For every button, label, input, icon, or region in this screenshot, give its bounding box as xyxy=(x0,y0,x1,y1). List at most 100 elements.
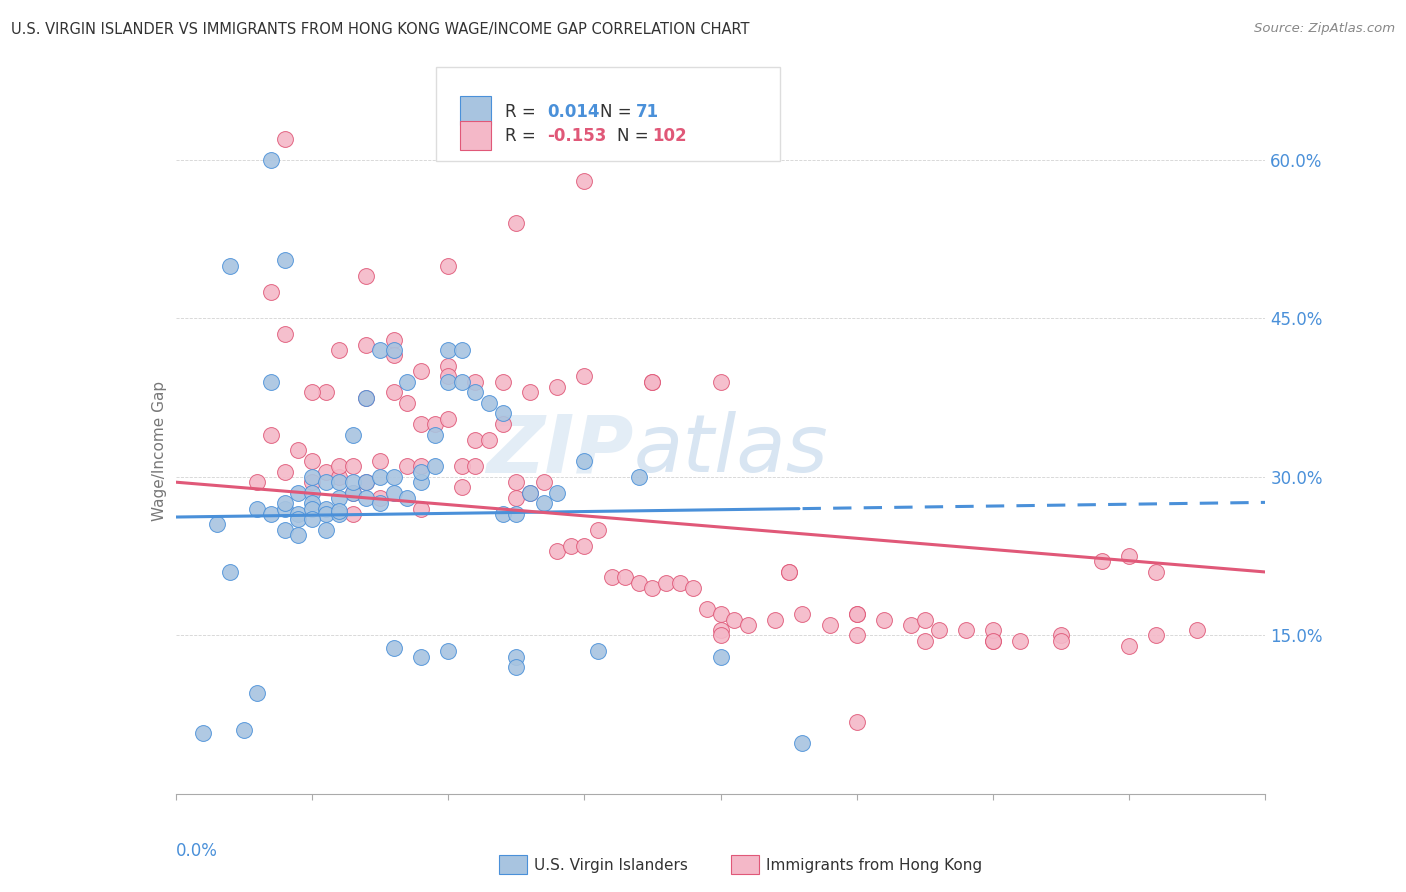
Point xyxy=(600,570,623,584)
Point xyxy=(1144,628,1167,642)
Point xyxy=(778,565,800,579)
Text: U.S. Virgin Islanders: U.S. Virgin Islanders xyxy=(534,858,688,872)
Point xyxy=(274,327,297,342)
Point xyxy=(586,644,609,658)
Y-axis label: Wage/Income Gap: Wage/Income Gap xyxy=(152,380,167,521)
Point xyxy=(437,343,460,357)
Point xyxy=(845,714,868,729)
Point xyxy=(315,507,337,521)
Point xyxy=(1118,549,1140,563)
Point xyxy=(260,285,283,299)
Point xyxy=(1050,628,1073,642)
Point xyxy=(287,512,309,526)
Point xyxy=(981,633,1004,648)
Point xyxy=(342,475,364,490)
Point xyxy=(450,459,472,474)
Point xyxy=(928,623,950,637)
Point xyxy=(437,375,460,389)
Point xyxy=(464,375,486,389)
Point xyxy=(641,375,664,389)
Point xyxy=(301,501,323,516)
Point xyxy=(382,333,405,347)
Point xyxy=(315,475,337,490)
Point xyxy=(301,496,323,510)
Point xyxy=(1187,623,1209,637)
Point xyxy=(328,504,350,518)
Point xyxy=(519,485,541,500)
Point xyxy=(505,660,527,674)
Point xyxy=(409,475,432,490)
Point xyxy=(914,633,936,648)
Point xyxy=(368,496,391,510)
Point xyxy=(287,507,309,521)
Text: 71: 71 xyxy=(636,103,658,120)
Point xyxy=(342,485,364,500)
Text: ZIP: ZIP xyxy=(486,411,633,490)
Point xyxy=(845,607,868,622)
Point xyxy=(274,523,297,537)
Point xyxy=(301,512,323,526)
Point xyxy=(260,375,283,389)
Point xyxy=(287,528,309,542)
Point xyxy=(315,385,337,400)
Point xyxy=(423,417,446,431)
Point xyxy=(409,501,432,516)
Point xyxy=(1050,633,1073,648)
Point xyxy=(423,459,446,474)
Point xyxy=(873,613,896,627)
Point xyxy=(450,375,472,389)
Point xyxy=(356,269,378,284)
Point xyxy=(342,427,364,442)
Point xyxy=(368,491,391,505)
Point xyxy=(246,475,269,490)
Point xyxy=(437,259,460,273)
Point xyxy=(328,459,350,474)
Point xyxy=(301,475,323,490)
Point xyxy=(492,507,515,521)
Point xyxy=(219,259,242,273)
Point xyxy=(818,617,841,632)
Point xyxy=(492,375,515,389)
Point xyxy=(260,427,283,442)
Point xyxy=(574,369,596,384)
Point xyxy=(845,607,868,622)
Point xyxy=(464,433,486,447)
Point xyxy=(981,633,1004,648)
Point xyxy=(574,454,596,468)
Point xyxy=(696,602,718,616)
Point xyxy=(437,359,460,373)
Point xyxy=(301,470,323,484)
Point xyxy=(492,407,515,421)
Point xyxy=(478,433,501,447)
Point xyxy=(1144,565,1167,579)
Text: 102: 102 xyxy=(652,128,688,145)
Point xyxy=(260,507,283,521)
Point xyxy=(437,411,460,425)
Point xyxy=(655,575,678,590)
Point xyxy=(382,485,405,500)
Point xyxy=(519,485,541,500)
Point xyxy=(546,544,568,558)
Point xyxy=(778,565,800,579)
Point xyxy=(423,427,446,442)
Point xyxy=(492,417,515,431)
Text: N =: N = xyxy=(617,128,654,145)
Point xyxy=(792,736,814,750)
Point xyxy=(627,575,650,590)
Text: atlas: atlas xyxy=(633,411,828,490)
Point xyxy=(560,539,582,553)
Point xyxy=(356,391,378,405)
Point xyxy=(274,465,297,479)
Point xyxy=(710,649,733,664)
Text: Source: ZipAtlas.com: Source: ZipAtlas.com xyxy=(1254,22,1395,36)
Point xyxy=(246,501,269,516)
Point xyxy=(464,385,486,400)
Point xyxy=(328,470,350,484)
Point xyxy=(260,153,283,167)
Point xyxy=(368,470,391,484)
Point xyxy=(246,686,269,700)
Point xyxy=(1118,639,1140,653)
Point xyxy=(845,628,868,642)
Point xyxy=(274,132,297,146)
Point xyxy=(614,570,637,584)
